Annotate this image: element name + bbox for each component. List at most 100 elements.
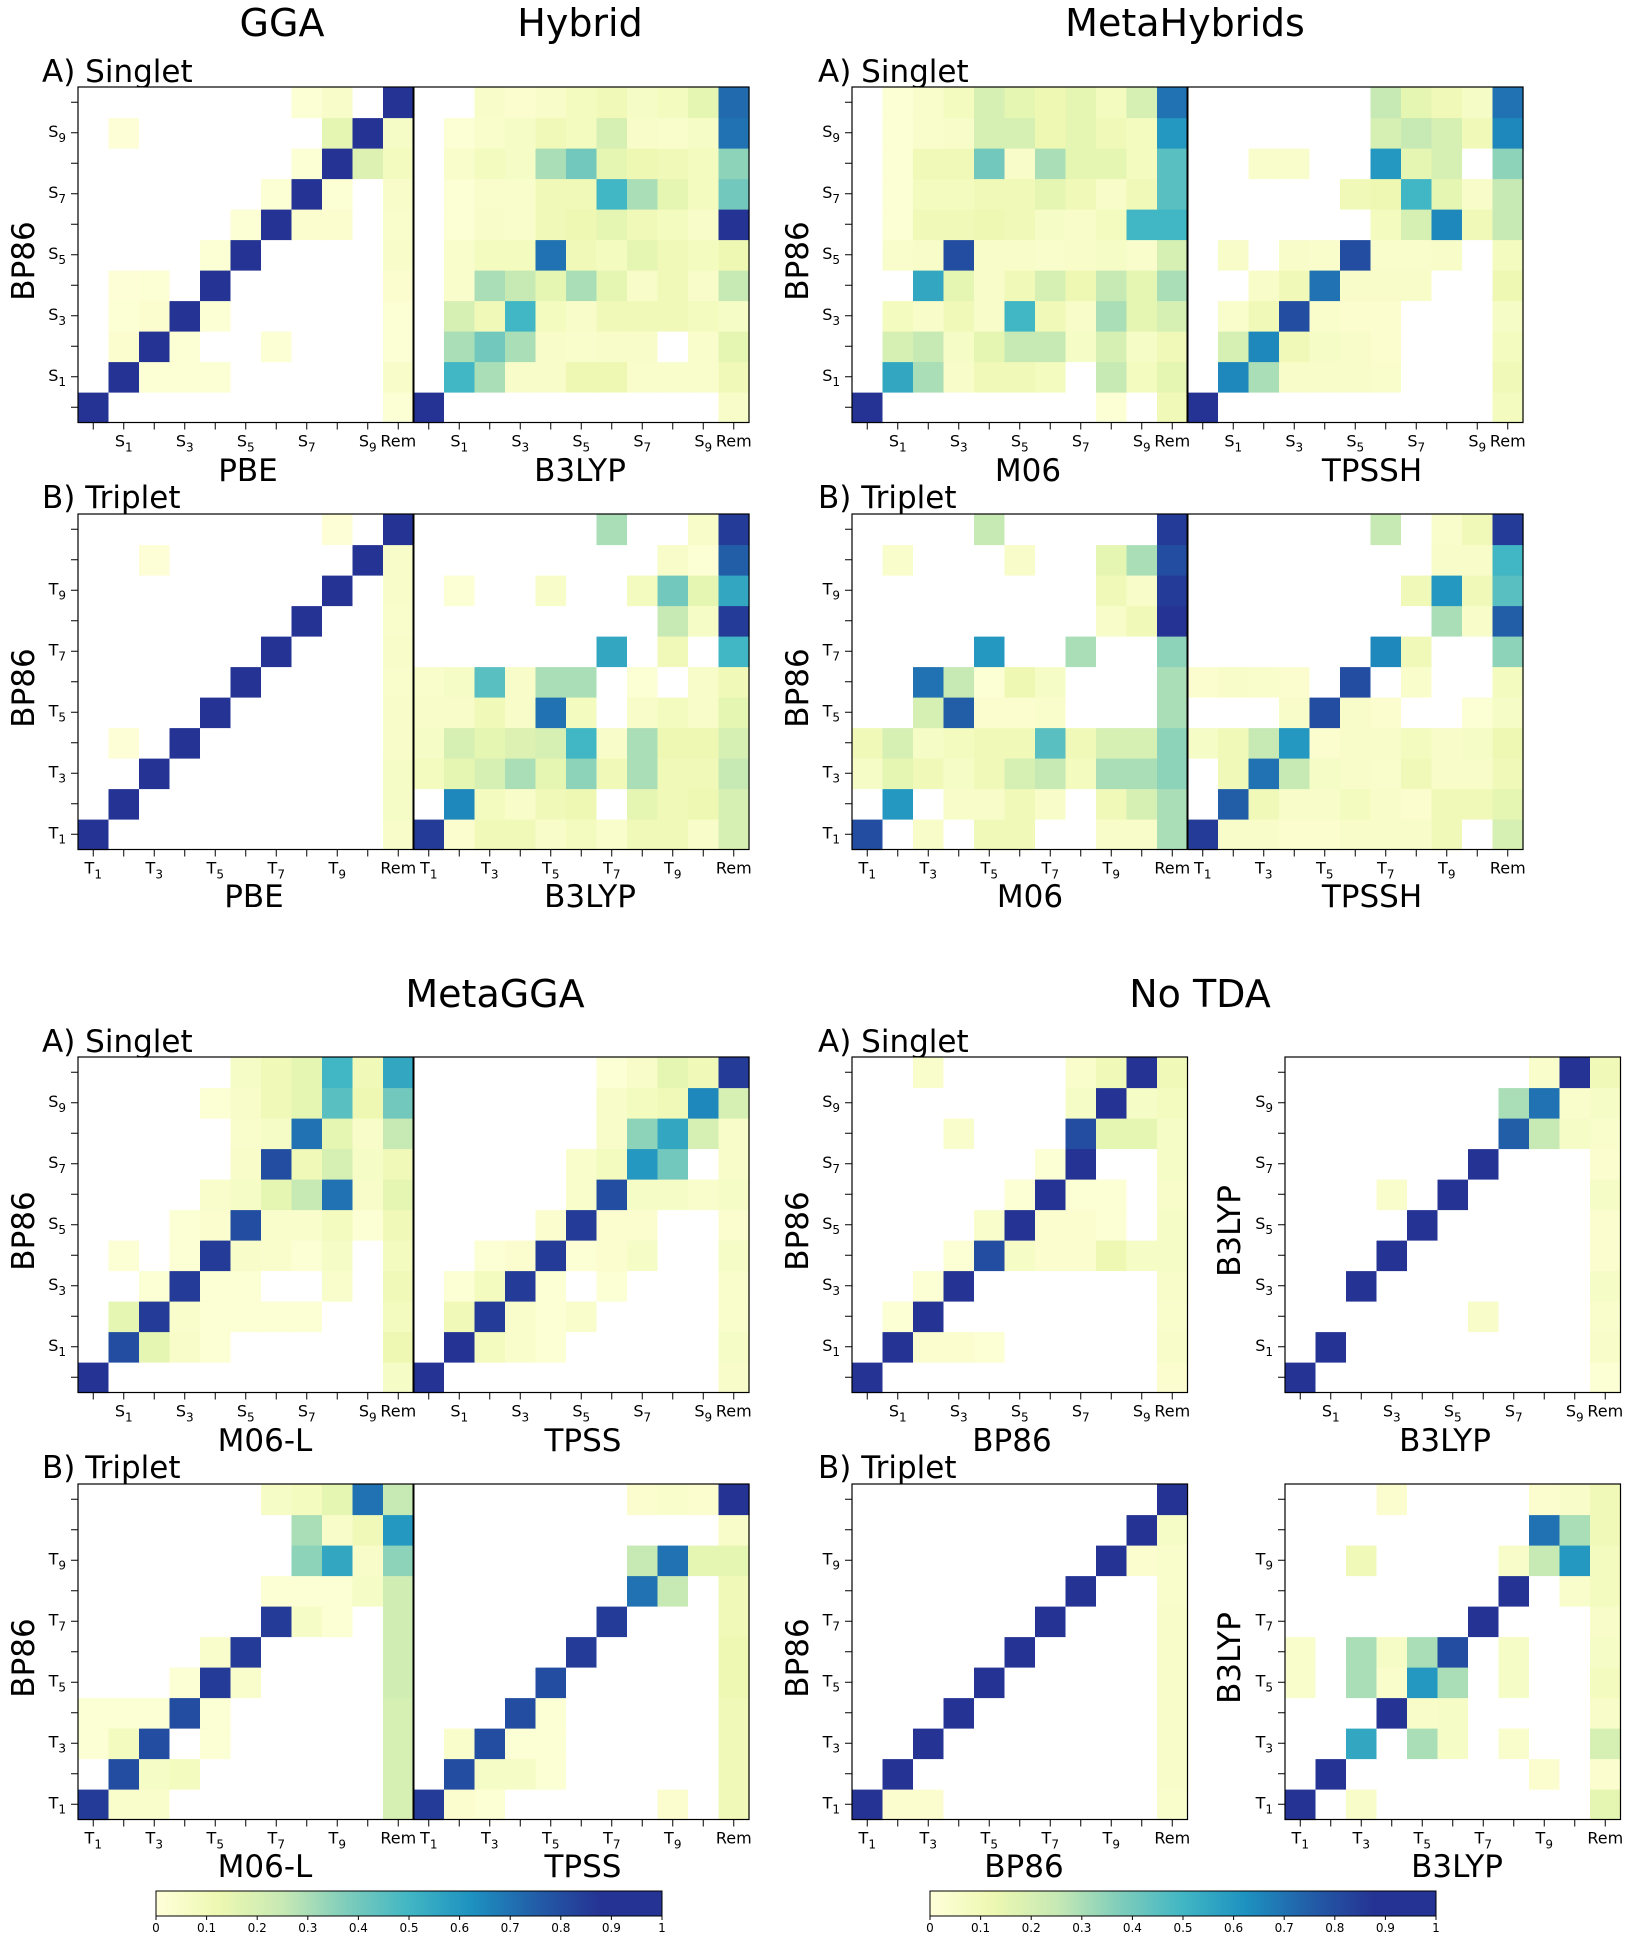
heatmap-cell (108, 1758, 140, 1790)
heatmap-cell (78, 148, 110, 180)
heatmap-cell (1370, 575, 1402, 607)
heatmap-cell (627, 819, 659, 851)
heatmap-cell (1590, 1514, 1622, 1546)
heatmap-cell (627, 605, 659, 637)
heatmap-cell (1315, 1331, 1347, 1363)
heatmap-cell (627, 575, 659, 607)
heatmap-cell (78, 392, 110, 424)
heatmap-cell (943, 1331, 975, 1363)
heatmap-cell (1340, 239, 1372, 271)
heatmap-cell (1431, 392, 1463, 424)
heatmap-cell (1157, 666, 1189, 698)
heatmap-cell (230, 239, 262, 271)
heatmap-cell (627, 788, 659, 820)
heatmap-cell (1370, 666, 1402, 698)
heatmap-cell (230, 1301, 262, 1333)
heatmap-cell (291, 1179, 323, 1211)
heatmap-cell (1559, 1697, 1591, 1729)
heatmap-cell (169, 1148, 201, 1180)
heatmap-cell (1529, 1057, 1561, 1089)
heatmap-cell (1315, 1240, 1347, 1272)
heatmap-cell (261, 575, 293, 607)
x-tick-label: S3 (176, 432, 194, 455)
heatmap-cell (383, 1758, 415, 1790)
y-tick-label: T7 (48, 640, 66, 663)
heatmap-cell (1187, 575, 1219, 607)
heatmap-cell (1431, 514, 1463, 546)
heatmap-cell (1187, 544, 1219, 576)
x-tick-label: T9 (663, 859, 681, 882)
heatmap-cell (1218, 331, 1250, 363)
heatmap-cell (1248, 239, 1280, 271)
heatmap-cell (596, 758, 628, 790)
heatmap-cell (261, 697, 293, 729)
heatmap-cell (139, 148, 171, 180)
heatmap-cell (1529, 1179, 1561, 1211)
heatmap-cell (322, 270, 354, 302)
heatmap-cell (444, 300, 476, 332)
heatmap-cell (1065, 361, 1097, 393)
heatmap-cell (974, 1606, 1006, 1638)
heatmap-cell (1126, 1545, 1158, 1577)
heatmap-cell (627, 1331, 659, 1363)
heatmap-cell (200, 758, 232, 790)
heatmap-cell (1187, 636, 1219, 668)
heatmap-cell (943, 1575, 975, 1607)
heatmap-cell (1492, 331, 1524, 363)
heatmap-cell (352, 1331, 384, 1363)
heatmap-cell (413, 87, 445, 119)
x-tick-label: S1 (1224, 432, 1242, 455)
heatmap-cell (1407, 1514, 1439, 1546)
heatmap-cell (882, 697, 914, 729)
heatmap-cell (383, 1514, 415, 1546)
x-tick-label: S5 (1444, 1402, 1462, 1425)
heatmap-cell (1096, 392, 1128, 424)
heatmap-cell (1498, 1209, 1530, 1241)
heatmap-cell (474, 1270, 506, 1302)
heatmap-cell (444, 87, 476, 119)
heatmap-cell (974, 1575, 1006, 1607)
heatmap-cell (1407, 1667, 1439, 1699)
y-tick-label: T3 (822, 762, 840, 785)
heatmap-cell (1492, 758, 1524, 790)
heatmap-cell (230, 1484, 262, 1516)
heatmap-cell (139, 1667, 171, 1699)
heatmap-cell (444, 392, 476, 424)
heatmap-cell (1401, 544, 1433, 576)
heatmap-cell (1529, 1301, 1561, 1333)
heatmap-cell (852, 788, 884, 820)
y-tick-label: S9 (48, 1092, 66, 1115)
heatmap-cell (913, 636, 945, 668)
heatmap-cell (1157, 1057, 1189, 1089)
heatmap-cell (352, 514, 384, 546)
x-tick-label: S9 (359, 1402, 377, 1425)
heatmap-cell (718, 636, 750, 668)
heatmap-cell (535, 178, 567, 210)
heatmap-cell (688, 270, 720, 302)
heatmap-cell (974, 239, 1006, 271)
heatmap-cell (322, 1484, 354, 1516)
heatmap-cell (688, 1728, 720, 1760)
heatmap-cell (1035, 148, 1067, 180)
heatmap-cell (718, 1118, 750, 1150)
heatmap-cell (200, 1514, 232, 1546)
heatmap-cell (1035, 300, 1067, 332)
x-tick-label: S3 (511, 432, 529, 455)
heatmap-cell (943, 361, 975, 393)
heatmap-cell (139, 1697, 171, 1729)
heatmap-cell (943, 514, 975, 546)
heatmap-cell (1346, 1667, 1378, 1699)
heatmap-cell (1004, 1636, 1036, 1668)
y-tick-label: S5 (822, 1214, 840, 1237)
heatmap-cell (688, 1545, 720, 1577)
heatmap-cell (383, 1118, 415, 1150)
heatmap-cell (913, 1484, 945, 1516)
heatmap-cell (261, 1728, 293, 1760)
heatmap-cell (1468, 1087, 1500, 1119)
x-tick-label: S9 (694, 432, 712, 455)
heatmap-cell (230, 178, 262, 210)
heatmap-cell (383, 636, 415, 668)
heatmap-cell (1035, 1331, 1067, 1363)
heatmap-cell (943, 1087, 975, 1119)
